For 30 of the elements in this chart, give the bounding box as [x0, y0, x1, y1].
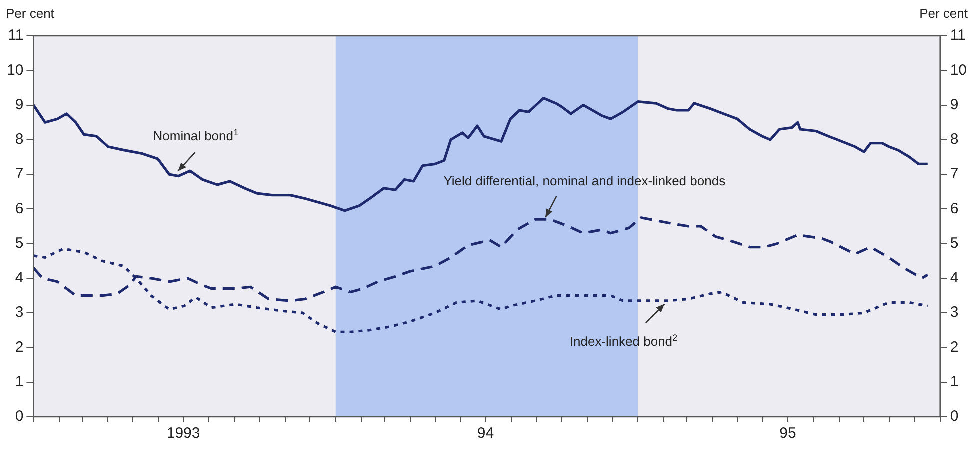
y2-tick-label: 6 — [950, 200, 959, 218]
y-tick-label: 6 — [15, 200, 24, 218]
y2-tick-label: 9 — [950, 96, 959, 114]
x-tick-label: 95 — [780, 425, 796, 442]
y-tick-label: 0 — [15, 408, 24, 426]
y-tick-label: 5 — [15, 234, 24, 252]
y-tick-label: 7 — [15, 166, 24, 183]
y-tick-label: 3 — [15, 304, 24, 322]
y-tick-label: 10 — [6, 62, 24, 79]
y-tick-label: 9 — [15, 96, 24, 114]
y2-tick-label: 8 — [950, 131, 959, 148]
y-tick-label: 1 — [15, 374, 24, 391]
y2-tick-label: 0 — [950, 408, 959, 426]
y2-axis-title: Per cent — [920, 6, 968, 21]
y2-tick-label: 11 — [950, 27, 966, 44]
y-tick-label: 11 — [8, 27, 24, 44]
y-axis-title: Per cent — [6, 6, 55, 21]
y2-tick-label: 7 — [950, 166, 959, 183]
y2-tick-label: 1 — [950, 374, 959, 391]
y2-tick-label: 2 — [950, 338, 959, 356]
y-tick-label: 4 — [15, 270, 24, 287]
y2-tick-label: 4 — [950, 270, 959, 287]
x-tick-label: 94 — [477, 425, 494, 442]
y2-tick-label: 10 — [950, 62, 968, 79]
y-tick-label: 2 — [15, 338, 24, 356]
y-tick-label: 8 — [15, 131, 24, 148]
x-tick-label: 1993 — [166, 425, 200, 442]
y2-tick-label: 3 — [950, 304, 959, 322]
y2-tick-label: 5 — [950, 234, 959, 252]
annotation: Yield differential, nominal and index-linked bonds — [444, 173, 726, 188]
